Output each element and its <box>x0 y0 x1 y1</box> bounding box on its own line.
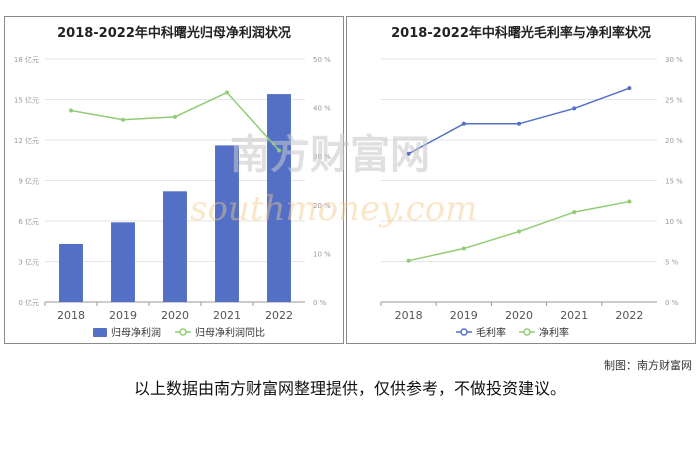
x-tick-label: 2022 <box>265 309 293 322</box>
y-right-tick-label: 20 % <box>313 202 331 210</box>
bar <box>163 191 187 302</box>
bar <box>215 145 239 302</box>
series-line-net-margin-point <box>461 246 466 251</box>
series-line-net-margin-point <box>572 210 577 215</box>
legend-swatch-bar <box>93 328 107 337</box>
legend-marker-1 <box>523 328 531 336</box>
y-right-tick-label: 30 % <box>313 153 331 161</box>
y-right-tick-label: 0 % <box>665 299 679 307</box>
x-tick-label: 2018 <box>395 309 423 322</box>
y-left-tick-label: 15 亿元 <box>14 96 39 105</box>
y-right-tick-label: 10 % <box>665 218 683 226</box>
yoy-point <box>225 90 229 95</box>
series-line-gross-margin-point <box>517 121 521 126</box>
y-right-tick-label: 15 % <box>665 178 683 186</box>
bar <box>59 243 83 302</box>
series-line-gross-margin-point <box>406 151 411 156</box>
legend-label-0: 毛利率 <box>476 326 506 339</box>
y-right-tick-label: 20 % <box>665 137 683 145</box>
legend-label-yoy: 归母净利润同比 <box>195 326 265 339</box>
left-chart-title: 2018-2022年中科曙光归母净利润状况 <box>57 26 291 41</box>
y-left-tick-label: 6 亿元 <box>18 217 39 226</box>
x-tick-label: 2018 <box>57 309 85 322</box>
y-right-tick-label: 5 % <box>665 259 679 267</box>
disclaimer-text: 以上数据由南方财富网整理提供，仅供参考，不做投资建议。 <box>133 379 566 398</box>
x-tick-label: 2021 <box>213 309 241 322</box>
y-left-tick-label: 9 亿元 <box>18 177 39 186</box>
y-right-tick-label: 10 % <box>313 250 331 258</box>
bar <box>267 94 291 302</box>
yoy-point <box>69 108 73 113</box>
bar <box>111 222 135 302</box>
x-tick-label: 2022 <box>615 309 643 322</box>
x-tick-label: 2020 <box>161 309 189 322</box>
series-line-net-margin-point <box>627 199 632 204</box>
legend-marker-yoy <box>179 328 187 336</box>
y-right-tick-label: 50 % <box>313 56 331 64</box>
right-chart-panel: 2018-2022年中科曙光毛利率与净利率状况 0 % 5 % 10 % 15 % 20… <box>346 16 696 344</box>
y-right-tick-label: 0 % <box>313 299 327 307</box>
x-tick-label: 2019 <box>109 309 137 322</box>
yoy-point <box>277 148 281 153</box>
left-chart-svg: 0 亿元 3 亿元 6 亿元 9 亿元 12 亿元 15 亿元 18 亿元 0 % 10 % 20… <box>14 55 331 339</box>
series-line-gross-margin-point <box>572 106 577 111</box>
chart-credit: 制图：南方财富网 <box>604 359 692 372</box>
yoy-point <box>173 114 177 119</box>
x-tick-label: 2019 <box>450 309 478 322</box>
y-left-tick-label: 18 亿元 <box>14 55 39 64</box>
series-line-net-margin-point <box>406 258 411 263</box>
y-left-tick-label: 0 亿元 <box>18 298 39 307</box>
series-line-gross-margin-point <box>627 86 632 91</box>
right-chart-title: 2018-2022年中科曙光毛利率与净利率状况 <box>391 26 651 41</box>
yoy-point <box>121 117 125 122</box>
series-line-net-margin-point <box>517 229 521 234</box>
left-chart-panel: 2018-2022年中科曙光归母净利润状况 0 亿元 3 亿元 6 亿元 9 亿元 12… <box>4 16 344 344</box>
series-line-gross-margin <box>408 87 630 155</box>
y-right-tick-label: 30 % <box>665 56 683 64</box>
series-line-yoy <box>70 91 280 151</box>
y-right-tick-label: 40 % <box>313 105 331 113</box>
legend-label-bar: 归母净利润 <box>111 326 161 339</box>
y-left-tick-label: 3 亿元 <box>18 258 39 267</box>
legend-marker-0 <box>460 328 468 336</box>
y-right-tick-label: 25 % <box>665 97 683 105</box>
y-left-tick-label: 12 亿元 <box>14 136 39 145</box>
right-chart-svg: 0 % 5 % 10 % 15 % 20 % 25 % 30 % 2018 2019 2020 20… <box>380 56 683 339</box>
x-tick-label: 2020 <box>505 309 533 322</box>
series-line-gross-margin-point <box>461 121 466 126</box>
legend-label-1: 净利率 <box>539 326 569 339</box>
x-tick-label: 2021 <box>560 309 588 322</box>
